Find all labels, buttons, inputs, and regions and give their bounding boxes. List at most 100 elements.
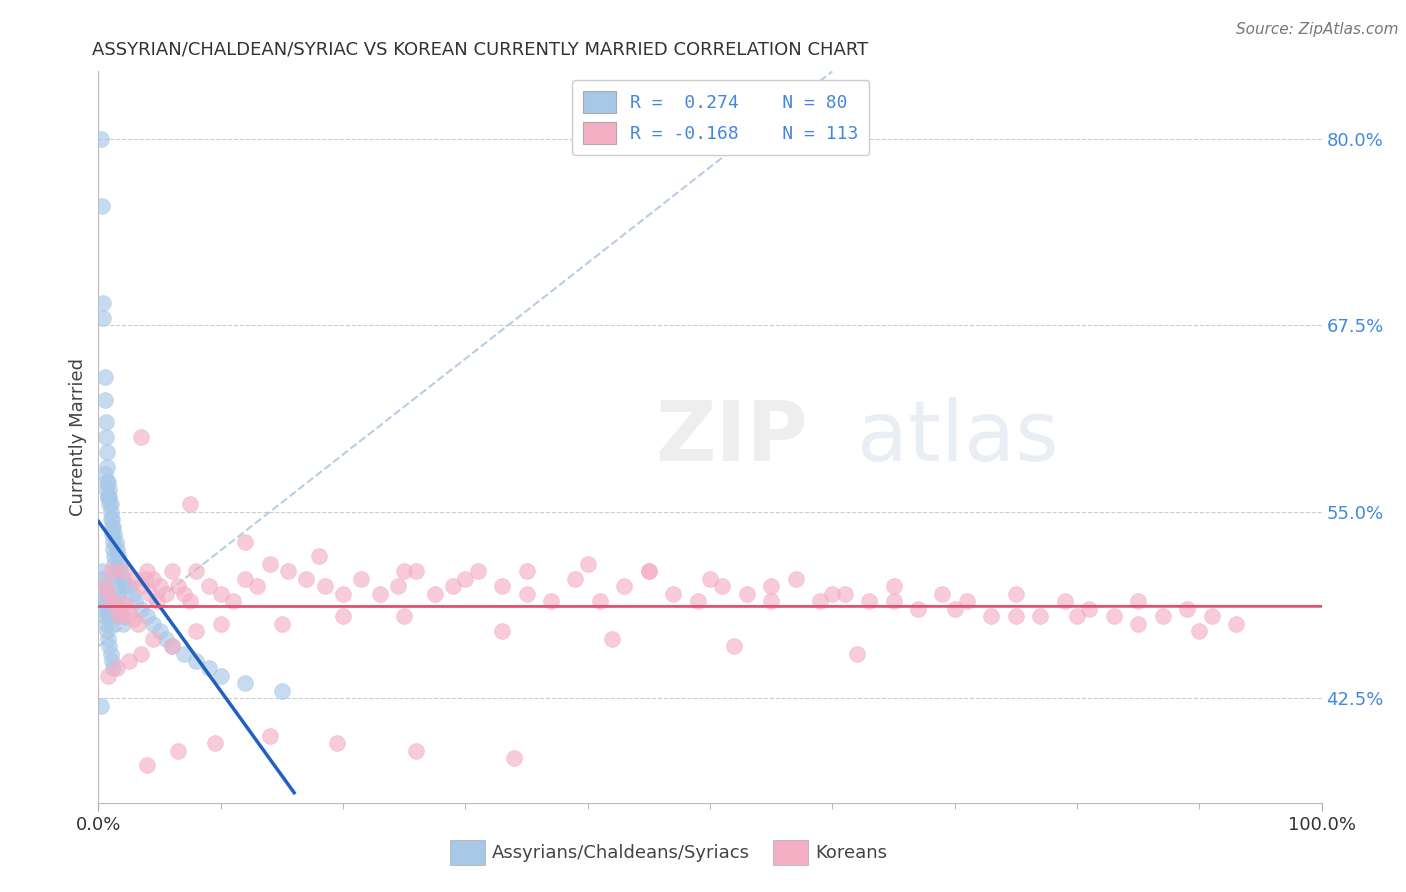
- Point: [91, 295, 114, 310]
- Point: [277, 565, 299, 579]
- Point: [173, 647, 195, 661]
- Point: [149, 624, 172, 639]
- Point: [110, 601, 132, 615]
- Point: [155, 587, 177, 601]
- Point: [209, 616, 232, 631]
- Point: [808, 594, 831, 608]
- Point: [97, 587, 120, 601]
- Point: [600, 632, 623, 646]
- Point: [564, 572, 586, 586]
- Point: [233, 572, 256, 586]
- Point: [91, 199, 114, 213]
- Point: [97, 601, 120, 615]
- Point: [209, 669, 232, 683]
- Point: [91, 310, 114, 325]
- Point: [167, 579, 190, 593]
- Text: Source: ZipAtlas.com: Source: ZipAtlas.com: [1236, 22, 1399, 37]
- Point: [179, 497, 201, 511]
- Point: [1053, 594, 1076, 608]
- Point: [108, 594, 131, 608]
- Point: [94, 415, 117, 429]
- Y-axis label: Currently Married: Currently Married: [69, 358, 87, 516]
- Point: [111, 609, 134, 624]
- Point: [134, 572, 156, 586]
- Point: [127, 616, 149, 631]
- Point: [332, 609, 354, 624]
- Point: [179, 594, 201, 608]
- Point: [97, 669, 120, 683]
- Point: [467, 565, 489, 579]
- Point: [104, 534, 127, 549]
- Point: [129, 647, 152, 661]
- Point: [136, 609, 159, 624]
- Point: [613, 579, 636, 593]
- Point: [111, 565, 134, 579]
- Point: [405, 743, 427, 757]
- Point: [97, 475, 120, 489]
- Point: [101, 594, 124, 608]
- Point: [259, 729, 281, 743]
- Point: [111, 616, 134, 631]
- Point: [101, 661, 124, 675]
- Point: [96, 594, 118, 608]
- Point: [100, 512, 122, 526]
- Point: [94, 483, 117, 497]
- Point: [93, 609, 115, 624]
- Point: [686, 594, 709, 608]
- Point: [108, 557, 131, 571]
- Point: [100, 505, 122, 519]
- Point: [167, 743, 190, 757]
- Point: [103, 557, 125, 571]
- Point: [931, 587, 953, 601]
- Point: [785, 572, 807, 586]
- Point: [98, 490, 121, 504]
- Point: [90, 131, 112, 145]
- Point: [98, 609, 121, 624]
- Point: [662, 587, 685, 601]
- Point: [142, 616, 165, 631]
- Point: [107, 549, 129, 564]
- Point: [118, 654, 141, 668]
- Point: [129, 601, 152, 615]
- Point: [149, 579, 172, 593]
- Point: [105, 542, 128, 557]
- Point: [387, 579, 409, 593]
- Text: Assyrians/Chaldeans/Syriacs: Assyrians/Chaldeans/Syriacs: [492, 844, 749, 862]
- Point: [515, 565, 537, 579]
- Point: [980, 609, 1002, 624]
- Point: [136, 758, 159, 772]
- Point: [1225, 616, 1247, 631]
- Point: [94, 616, 117, 631]
- Point: [314, 579, 336, 593]
- Point: [173, 587, 195, 601]
- Point: [160, 565, 183, 579]
- Point: [186, 565, 208, 579]
- Point: [98, 639, 121, 653]
- Point: [233, 534, 256, 549]
- Point: [326, 736, 349, 750]
- Point: [90, 698, 112, 713]
- Point: [96, 445, 118, 459]
- Point: [405, 565, 427, 579]
- Point: [441, 579, 464, 593]
- Point: [100, 647, 122, 661]
- Point: [1152, 609, 1174, 624]
- Point: [146, 594, 169, 608]
- Point: [104, 565, 127, 579]
- Point: [118, 605, 141, 619]
- Point: [124, 594, 146, 608]
- Point: [101, 534, 124, 549]
- Point: [1066, 609, 1088, 624]
- Point: [93, 370, 115, 384]
- Point: [1029, 609, 1052, 624]
- Point: [233, 676, 256, 690]
- Point: [129, 579, 152, 593]
- Point: [834, 587, 856, 601]
- Point: [93, 467, 115, 482]
- Point: [197, 579, 219, 593]
- Point: [94, 430, 117, 444]
- Point: [883, 579, 905, 593]
- Point: [142, 632, 165, 646]
- Point: [503, 751, 526, 765]
- Point: [423, 587, 446, 601]
